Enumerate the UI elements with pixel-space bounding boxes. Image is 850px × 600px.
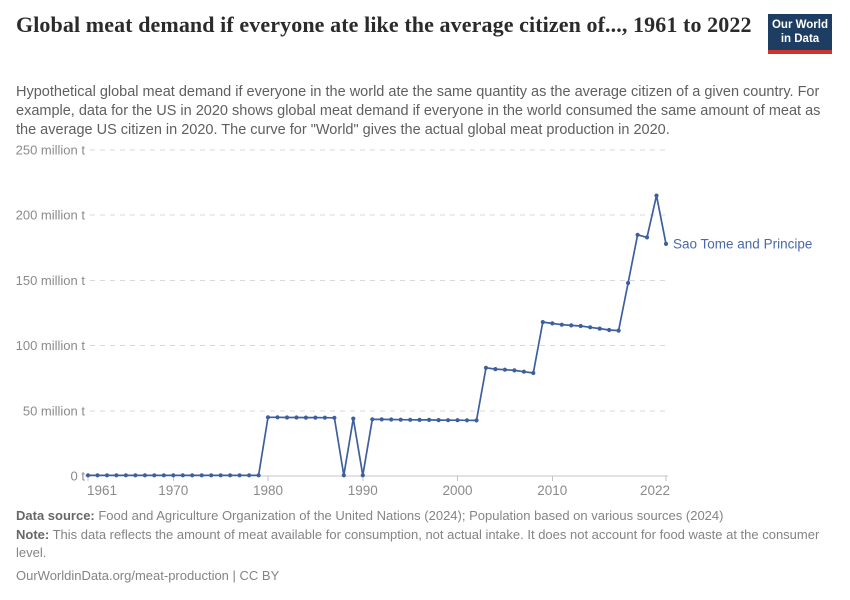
data-point[interactable]	[635, 232, 640, 237]
data-point[interactable]	[104, 473, 110, 478]
data-point[interactable]	[578, 323, 583, 329]
data-point[interactable]	[247, 473, 252, 478]
data-point[interactable]	[540, 320, 545, 325]
data-source-line: Data source: Food and Agriculture Organi…	[16, 507, 836, 525]
data-point[interactable]	[284, 415, 290, 420]
x-axis-tick-label: 1970	[158, 483, 188, 498]
data-point[interactable]	[464, 418, 470, 423]
y-axis-tick-label: 50 million t	[23, 403, 86, 418]
data-point[interactable]	[531, 370, 536, 376]
data-point[interactable]	[228, 473, 233, 478]
data-point[interactable]	[663, 241, 669, 246]
line-chart: 0 t 50 million t 100 million t 150 million …	[16, 143, 813, 499]
data-point[interactable]	[265, 415, 271, 420]
data-point[interactable]	[626, 280, 631, 286]
data-point[interactable]	[322, 415, 327, 420]
note-label: Note:	[16, 527, 50, 542]
x-axis-tick-label: 1961	[87, 483, 117, 498]
data-point[interactable]	[180, 473, 185, 478]
data-point[interactable]	[417, 417, 422, 422]
data-point[interactable]	[341, 473, 346, 478]
y-axis-tick-label: 150 million t	[16, 273, 86, 288]
data-point[interactable]	[256, 473, 261, 478]
chart-subtitle: Hypothetical global meat demand if every…	[16, 84, 821, 138]
data-point[interactable]	[644, 235, 650, 240]
data-point[interactable]	[654, 193, 659, 198]
owid-logo-text: Our World in Data	[768, 14, 832, 50]
y-axis-tick-label: 250 million t	[16, 143, 86, 158]
data-source-text: Food and Agriculture Organization of the…	[94, 508, 724, 523]
data-point[interactable]	[142, 473, 147, 478]
data-point[interactable]	[607, 327, 612, 333]
data-point[interactable]	[95, 473, 100, 478]
data-point[interactable]	[218, 473, 223, 478]
owid-logo-red-bar	[768, 50, 832, 54]
chart-footer: Data source: Food and Agriculture Organi…	[16, 507, 836, 586]
data-point[interactable]	[123, 473, 128, 478]
note-text: This data reflects the amount of meat av…	[16, 527, 820, 560]
y-axis-tick-label: 200 million t	[16, 208, 86, 223]
data-point[interactable]	[161, 473, 166, 478]
data-point[interactable]	[370, 417, 375, 422]
data-point[interactable]	[436, 418, 441, 423]
owid-logo[interactable]: Our World in Data	[768, 14, 832, 54]
note-line: Note: This data reflects the amount of m…	[16, 526, 836, 562]
data-point[interactable]	[313, 415, 318, 420]
data-point[interactable]	[171, 473, 176, 478]
x-axis-tick-label: 2010	[537, 483, 567, 498]
data-point[interactable]	[569, 323, 574, 328]
data-point[interactable]	[133, 473, 138, 478]
page-title: Global meat demand if everyone ate like …	[16, 12, 752, 37]
citation-line[interactable]: OurWorldinData.org/meat-production | CC …	[16, 568, 280, 583]
data-point[interactable]	[455, 418, 460, 423]
data-point[interactable]	[521, 369, 527, 374]
data-point[interactable]	[303, 415, 308, 420]
data-point[interactable]	[408, 417, 413, 422]
data-point[interactable]	[85, 473, 91, 478]
y-axis-tick-label: 100 million t	[16, 338, 86, 353]
series-line[interactable]	[88, 195, 667, 477]
data-point[interactable]	[199, 473, 204, 478]
data-point[interactable]	[275, 415, 280, 420]
data-point[interactable]	[474, 418, 479, 423]
data-point[interactable]	[237, 473, 242, 478]
data-point[interactable]	[389, 417, 394, 422]
data-point[interactable]	[360, 473, 365, 478]
data-point[interactable]	[114, 473, 119, 478]
data-point[interactable]	[550, 321, 555, 326]
data-point[interactable]	[209, 473, 214, 478]
data-point[interactable]	[483, 365, 489, 370]
data-point[interactable]	[502, 367, 507, 372]
x-axis-tick-label: 2000	[443, 483, 473, 498]
data-point[interactable]	[152, 473, 157, 478]
data-source-label: Data source:	[16, 508, 95, 523]
x-axis-tick-label: 2022	[640, 483, 670, 498]
data-point[interactable]	[190, 473, 195, 478]
data-point[interactable]	[398, 417, 403, 422]
series-end-label[interactable]: Sao Tome and Principe	[673, 236, 812, 251]
x-axis-tick-label: 1990	[348, 483, 378, 498]
data-point[interactable]	[588, 325, 593, 330]
x-axis-tick-label: 1980	[253, 483, 283, 498]
data-point[interactable]	[332, 415, 337, 420]
y-axis-tick-label: 0 t	[71, 469, 86, 484]
data-point[interactable]	[493, 367, 498, 372]
data-point[interactable]	[597, 326, 602, 331]
data-point[interactable]	[616, 328, 621, 333]
data-point[interactable]	[351, 416, 356, 421]
data-point[interactable]	[559, 322, 564, 327]
data-point[interactable]	[294, 415, 299, 420]
data-point[interactable]	[512, 368, 517, 373]
data-point[interactable]	[427, 417, 432, 422]
data-point[interactable]	[379, 417, 384, 422]
data-point[interactable]	[446, 418, 451, 423]
